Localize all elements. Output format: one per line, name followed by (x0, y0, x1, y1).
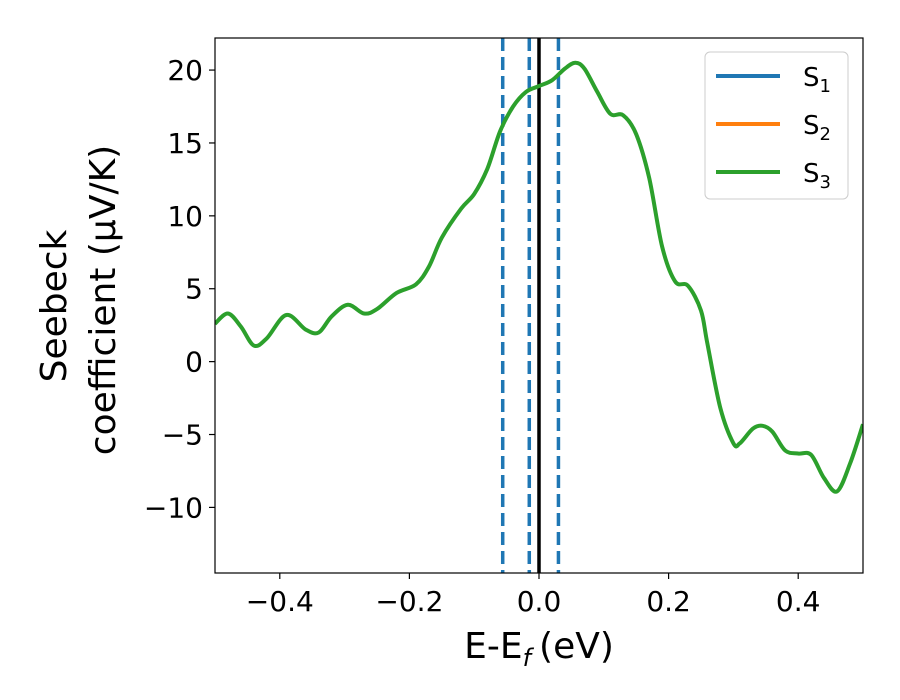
y-tick-label: −10 (144, 491, 203, 524)
y-tick-label: 5 (185, 273, 203, 306)
legend-label-s3: S3 (803, 159, 831, 193)
series-lines (215, 60, 863, 494)
legend: S1 S2 S3 (704, 51, 849, 200)
y-axis-title: Seebeck coefficient (μV/K) (34, 145, 124, 455)
x-tick-label: 0.0 (517, 585, 562, 618)
y-tick-label: −5 (162, 419, 203, 452)
x-axis-title-unit: (eV) (539, 626, 614, 667)
y-axis-title-line1: Seebeck (34, 229, 75, 382)
y-tick-label: 15 (167, 127, 203, 160)
y-axis-title-line2: coefficient (μV/K) (83, 145, 124, 455)
x-tick-label: −0.2 (375, 585, 443, 618)
x-tick-label: 0.2 (646, 585, 691, 618)
y-tick-label: 10 (167, 200, 203, 233)
reference-lines (500, 38, 561, 573)
y-tick-label: 20 (167, 54, 203, 87)
y-axis-ticks: −10 −5 0 5 10 15 20 (144, 54, 215, 524)
series-line-s3 (215, 60, 863, 494)
x-tick-label: 0.4 (776, 585, 821, 618)
y-tick-label: 0 (185, 346, 203, 379)
legend-label-s1: S1 (803, 63, 831, 97)
x-axis-title-sub: f (523, 644, 535, 672)
x-axis-title: E-Ef (eV) (464, 626, 614, 672)
x-axis-ticks: −0.4 −0.2 0.0 0.2 0.4 (246, 573, 821, 618)
x-tick-label: −0.4 (246, 585, 314, 618)
legend-label-s2: S2 (803, 111, 831, 145)
x-axis-title-main: E-E (464, 626, 522, 667)
